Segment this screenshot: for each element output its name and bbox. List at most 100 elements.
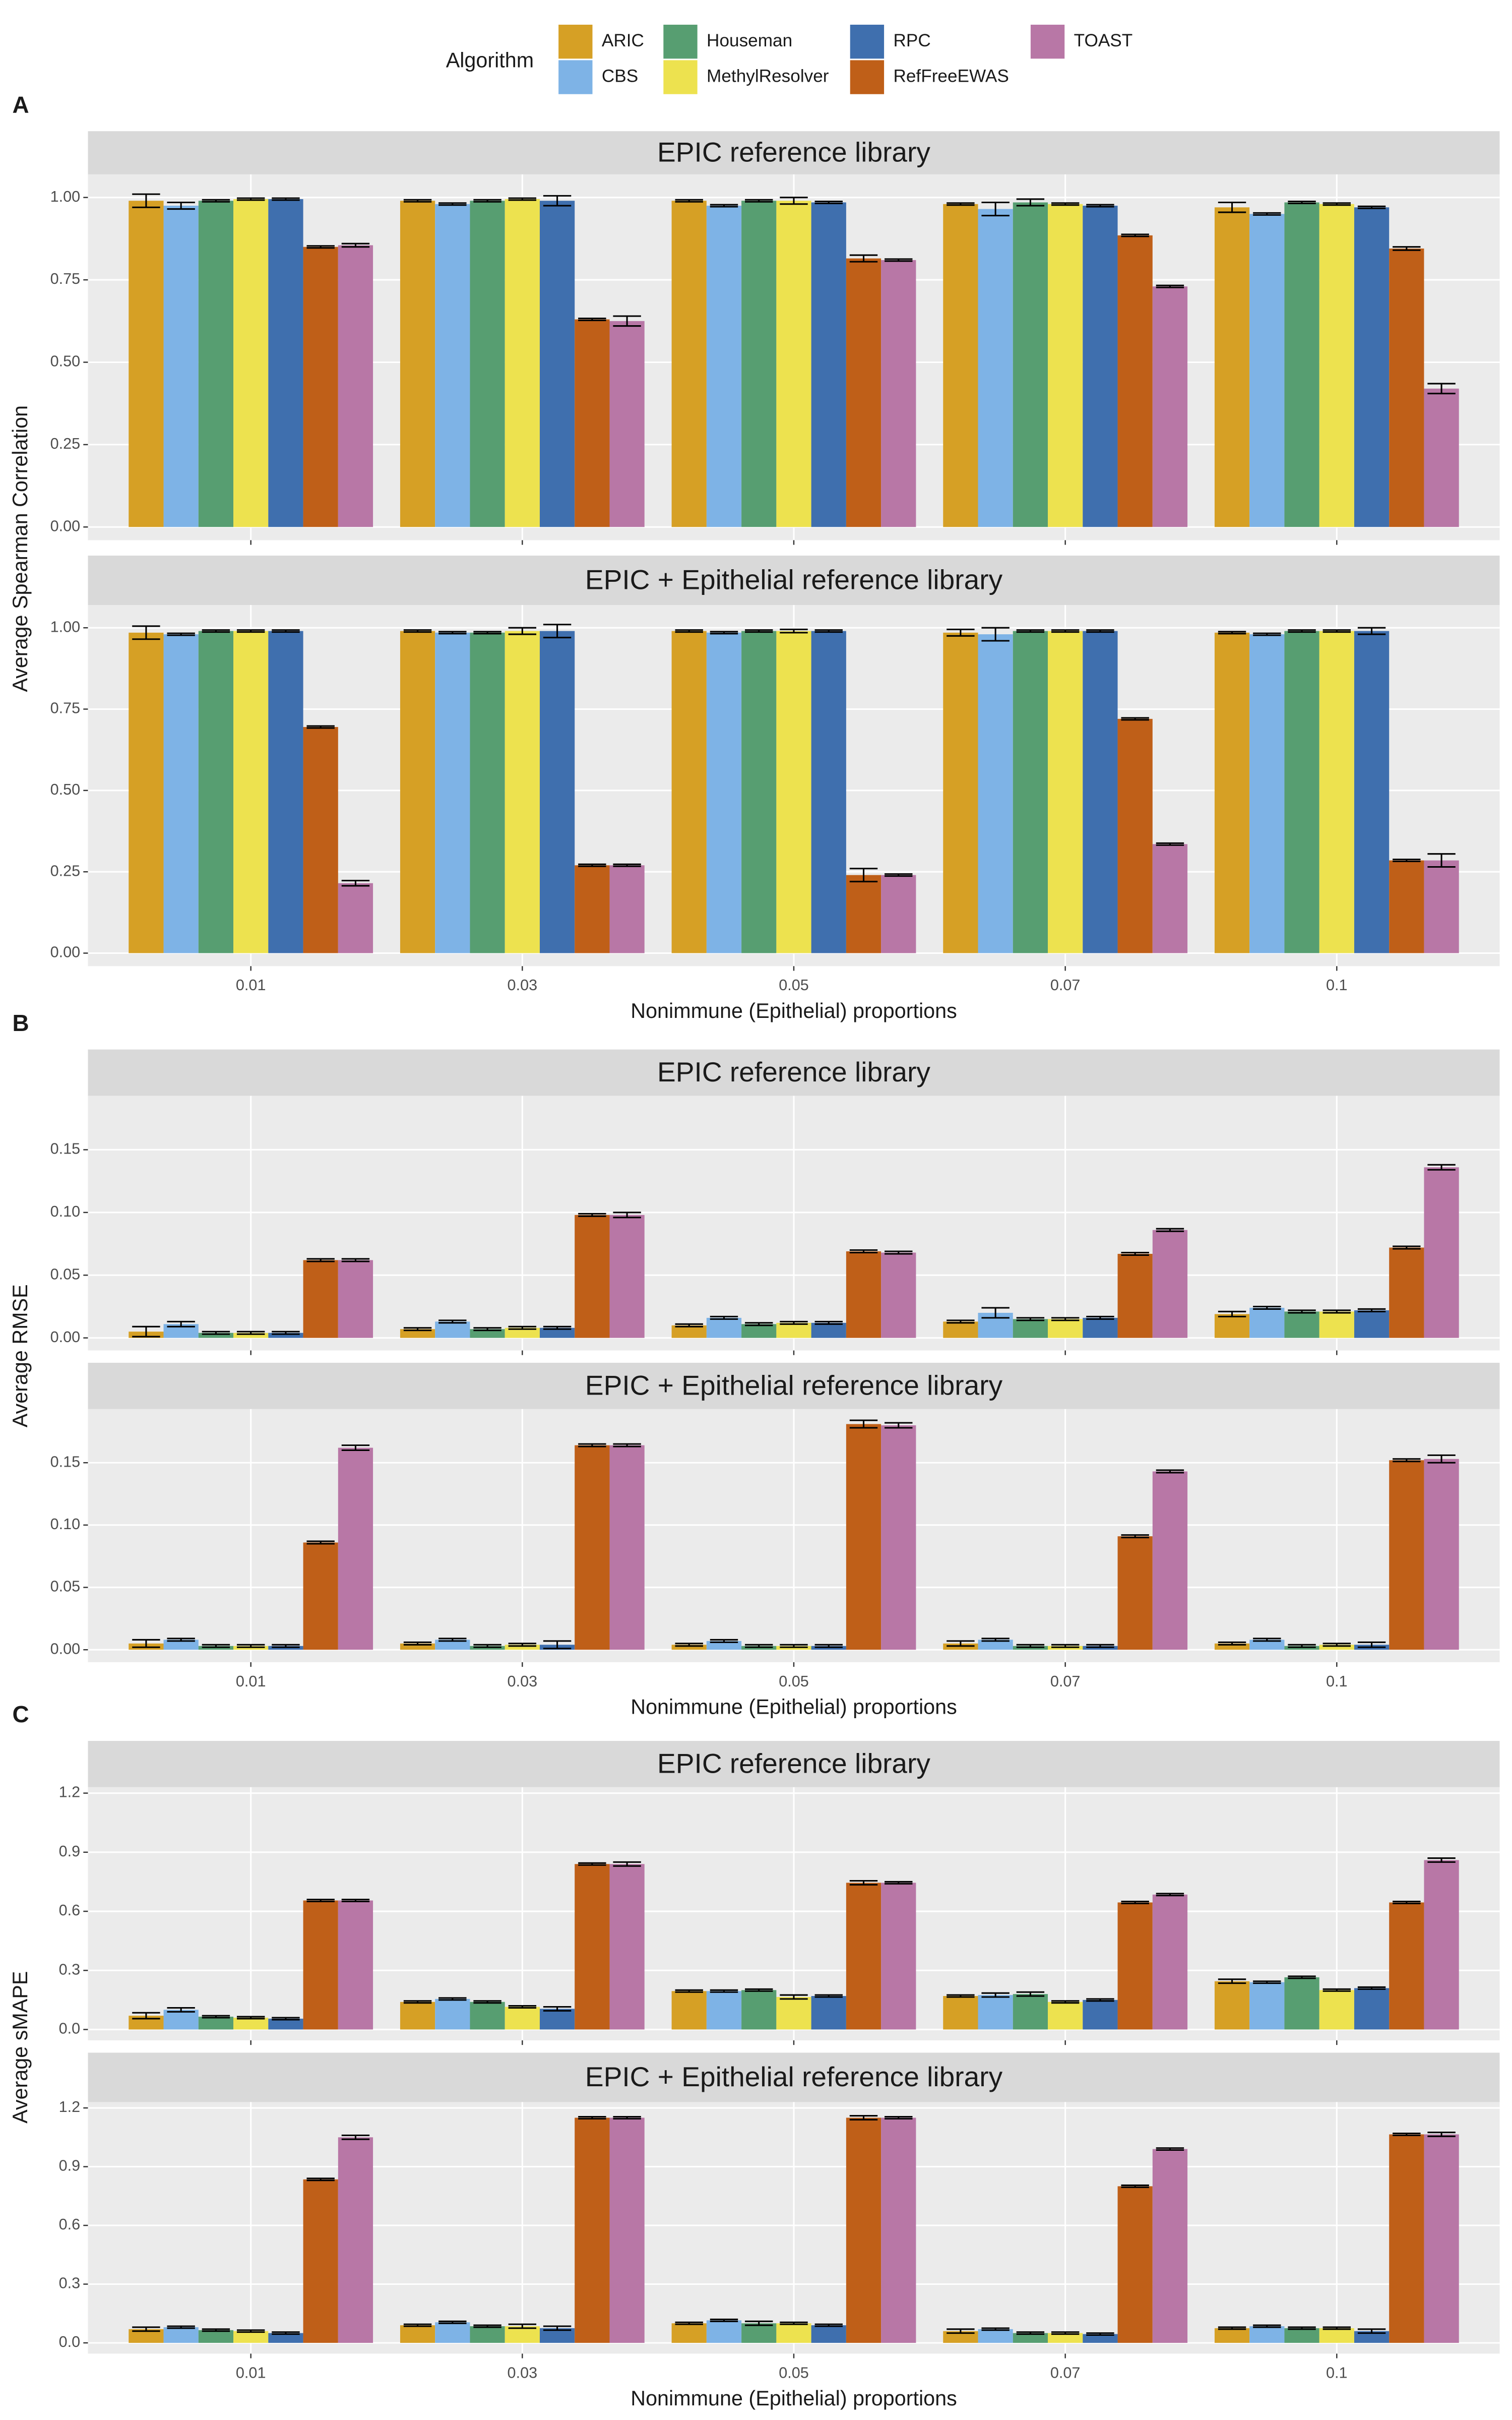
bar bbox=[978, 2329, 1013, 2343]
bar bbox=[846, 1424, 881, 1650]
error-bar bbox=[341, 1258, 370, 1262]
strip-title: EPIC reference library bbox=[657, 137, 930, 168]
bar bbox=[303, 1260, 338, 1338]
y-tick-label: 0.6 bbox=[59, 1902, 81, 1919]
bar bbox=[338, 1447, 373, 1650]
bar bbox=[846, 1251, 881, 1338]
bar bbox=[1013, 2333, 1048, 2343]
bar bbox=[1354, 207, 1390, 527]
error-bar bbox=[578, 1862, 606, 1866]
error-bar bbox=[780, 1994, 808, 2000]
bar bbox=[671, 631, 707, 953]
bar bbox=[1152, 1230, 1188, 1338]
bar bbox=[978, 209, 1013, 527]
error-bar bbox=[341, 1899, 370, 1903]
error-bar bbox=[167, 2325, 195, 2329]
legend-label: Houseman bbox=[707, 31, 792, 50]
error-bar bbox=[1357, 1986, 1386, 1990]
bar bbox=[1249, 214, 1285, 527]
bar bbox=[575, 1864, 610, 2030]
bar bbox=[338, 1900, 373, 2030]
bar bbox=[1152, 286, 1188, 527]
error-bar bbox=[1253, 1980, 1281, 1984]
bar bbox=[470, 632, 505, 953]
error-bar bbox=[885, 2115, 913, 2120]
error-bar bbox=[1322, 202, 1351, 206]
error-bar bbox=[1121, 1900, 1149, 1904]
bar bbox=[505, 631, 540, 953]
error-bar bbox=[675, 1989, 703, 1993]
bar bbox=[1249, 2326, 1285, 2343]
error-bar bbox=[1427, 383, 1456, 395]
error-bar bbox=[1427, 2132, 1456, 2137]
y-tick-label: 0.25 bbox=[50, 862, 81, 879]
strip bbox=[88, 2052, 1500, 2102]
x-axis-title: Nonimmune (Epithelial) proportions bbox=[631, 1696, 957, 1719]
bar bbox=[1048, 631, 1083, 953]
error-bar bbox=[613, 1212, 641, 1219]
error-bar bbox=[473, 199, 501, 203]
strip bbox=[88, 556, 1500, 605]
bar bbox=[706, 2320, 742, 2343]
error-bar bbox=[1016, 1644, 1045, 1648]
error-bar bbox=[745, 629, 773, 633]
bar bbox=[1354, 631, 1390, 953]
x-tick-label: 0.03 bbox=[508, 1673, 538, 1690]
bar bbox=[811, 202, 846, 527]
bar bbox=[1424, 1167, 1459, 1338]
bar bbox=[435, 1640, 470, 1650]
error-bar bbox=[981, 2327, 1010, 2331]
bar bbox=[1214, 1314, 1250, 1338]
error-bar bbox=[1253, 1305, 1281, 1310]
bar bbox=[943, 1996, 978, 2030]
error-bar bbox=[849, 1249, 878, 1254]
bar bbox=[1117, 2186, 1153, 2343]
y-tick-label: 0.05 bbox=[50, 1578, 81, 1595]
error-bar bbox=[1051, 2331, 1080, 2335]
error-bar bbox=[1357, 627, 1386, 635]
bar bbox=[1214, 1981, 1250, 2030]
error-bar bbox=[272, 2331, 300, 2335]
y-tick-label: 0.50 bbox=[50, 781, 81, 798]
error-bar bbox=[1016, 2331, 1045, 2335]
bar bbox=[1214, 207, 1250, 527]
error-bar bbox=[438, 1997, 467, 2001]
error-bar bbox=[167, 1638, 195, 1642]
bar bbox=[198, 1333, 234, 1338]
error-bar bbox=[132, 2326, 160, 2332]
bar bbox=[1048, 2333, 1083, 2343]
bar bbox=[268, 631, 303, 953]
error-bar bbox=[814, 1320, 843, 1325]
error-bar bbox=[306, 2177, 335, 2182]
bar bbox=[1214, 632, 1250, 953]
bar bbox=[400, 631, 435, 953]
y-tick-label: 1.2 bbox=[59, 2098, 81, 2115]
bar bbox=[575, 1445, 610, 1650]
error-bar bbox=[947, 1994, 975, 1998]
bar bbox=[1152, 844, 1188, 953]
bar bbox=[1083, 2334, 1118, 2343]
legend-label: TOAST bbox=[1074, 31, 1133, 50]
bar bbox=[268, 1333, 303, 1338]
error-bar bbox=[1218, 2326, 1246, 2330]
bar bbox=[881, 260, 916, 527]
bar bbox=[811, 631, 846, 953]
error-bar bbox=[341, 880, 370, 887]
bar bbox=[470, 201, 505, 527]
error-bar bbox=[1086, 204, 1114, 208]
bar bbox=[776, 2323, 811, 2343]
bar bbox=[1319, 1311, 1354, 1338]
bar bbox=[846, 875, 881, 953]
y-tick-label: 1.2 bbox=[59, 1784, 81, 1801]
error-bar bbox=[1121, 1534, 1149, 1539]
strip-title: EPIC + Epithelial reference library bbox=[585, 2061, 1003, 2092]
bar bbox=[671, 201, 707, 527]
error-bar bbox=[236, 2329, 265, 2333]
x-tick-label: 0.1 bbox=[1326, 977, 1348, 994]
bar bbox=[846, 2118, 881, 2343]
error-bar bbox=[202, 629, 230, 633]
error-bar bbox=[236, 1330, 265, 1335]
error-bar bbox=[1288, 1309, 1316, 1314]
y-tick-label: 0.10 bbox=[50, 1203, 81, 1220]
error-bar bbox=[1121, 2184, 1149, 2188]
